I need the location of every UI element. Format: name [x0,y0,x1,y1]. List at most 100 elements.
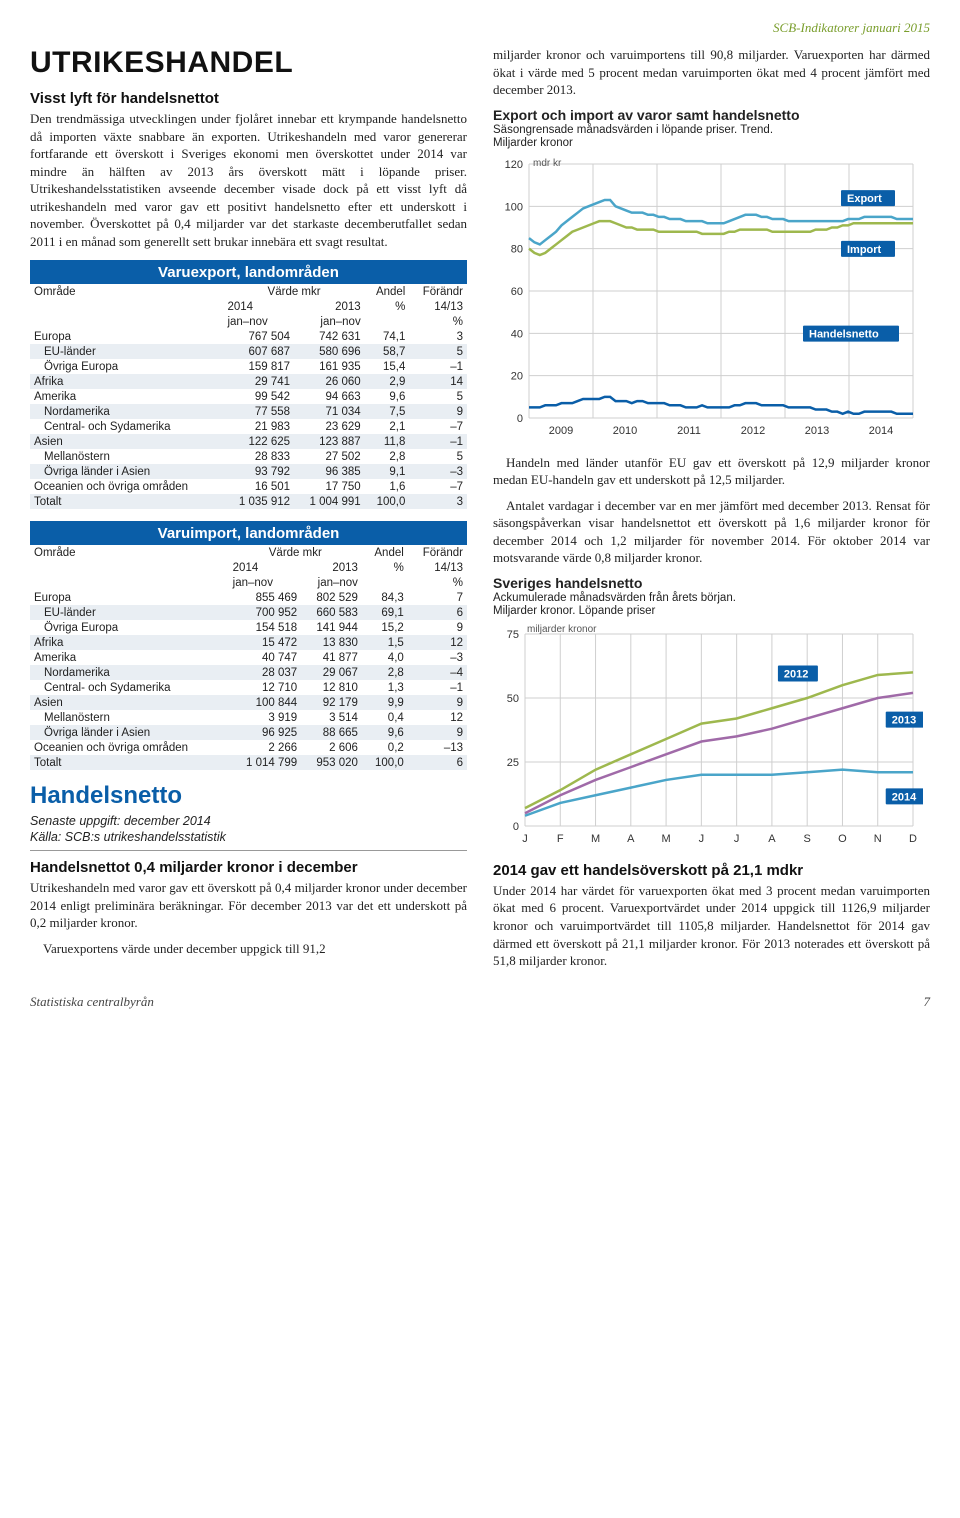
th-pct2: % [408,575,467,590]
table-row: Europa767 504742 63174,13 [30,329,467,344]
th-2013: 2013 [294,299,365,314]
th-jannov2: jan–nov [301,575,362,590]
th-2013: 2013 [301,560,362,575]
svg-text:M: M [591,833,600,845]
table-row: Totalt1 035 9121 004 991100,03 [30,494,467,509]
chart-export-import-netto: Export och import av varor samt handelsn… [493,107,930,444]
svg-text:J: J [522,833,528,845]
svg-text:Handelsnetto: Handelsnetto [809,328,879,340]
svg-text:120: 120 [505,159,523,171]
table-row: Central- och Sydamerika21 98323 6292,1–7 [30,419,467,434]
handelsnetto-body2: Varuexportens värde under december uppgi… [30,940,467,958]
th-jannov1: jan–nov [229,575,302,590]
chart1-svg: 020406080100120200920102011201220132014m… [493,150,923,440]
meta-latest: Senaste uppgift: december 2014 [30,814,467,828]
table-import-grid: Område Värde mkr Andel Förändr 2014 2013… [30,545,467,770]
th-change: Förändr [408,545,467,560]
right-after-chart1: Handeln med länder utanför EU gav ett öv… [493,454,930,489]
table-row: Amerika99 54294 6639,65 [30,389,467,404]
handelsnetto-subheading: Handelsnettot 0,4 miljarder kronor i dec… [30,859,467,876]
th-2014: 2014 [229,560,302,575]
svg-text:20: 20 [511,370,523,382]
table-row: Afrika29 74126 0602,914 [30,374,467,389]
svg-text:N: N [874,833,882,845]
footer-left: Statistiska centralbyrån [30,994,154,1010]
svg-text:2012: 2012 [741,425,765,437]
table-row: Oceanien och övriga områden16 50117 7501… [30,479,467,494]
table-row: Totalt1 014 799953 020100,06 [30,755,467,770]
table-row: Övriga Europa154 518141 94415,29 [30,620,467,635]
svg-text:40: 40 [511,328,523,340]
th-1413: 14/13 [409,299,467,314]
lede-body: Den trendmässiga utvecklingen under fjol… [30,110,467,250]
svg-text:75: 75 [507,629,519,641]
svg-text:miljarder kronor: miljarder kronor [527,624,597,635]
table-row: Nordamerika77 55871 0347,59 [30,404,467,419]
table-row: Central- och Sydamerika12 71012 8101,3–1 [30,680,467,695]
table-row: Nordamerika28 03729 0672,8–4 [30,665,467,680]
th-pct: % [362,560,408,575]
chart2-subtitle2: Miljarder kronor. Löpande priser [493,605,930,617]
svg-text:Import: Import [847,244,882,256]
table-row: EU-länder607 687580 69658,75 [30,344,467,359]
handelsnetto-title: Handelsnetto [30,782,467,810]
meta-source: Källa: SCB:s utrikeshandelsstatistik [30,830,467,844]
th-jannov2: jan–nov [294,314,365,329]
table-row: Oceanien och övriga områden2 2662 6060,2… [30,740,467,755]
chart1-subtitle: Säsongrensade månadsvärden i löpande pri… [493,124,930,136]
table-row: Europa855 469802 52984,37 [30,590,467,605]
table-import: Varuimport, landområden Område Värde mkr… [30,521,467,770]
svg-text:S: S [804,833,811,845]
svg-text:0: 0 [513,821,519,833]
table-row: Övriga Europa159 817161 93515,4–1 [30,359,467,374]
svg-text:80: 80 [511,243,523,255]
th-pct: % [365,299,410,314]
table-export: Varuexport, landområden Område Värde mkr… [30,260,467,509]
handelsnetto-body: Utrikeshandeln med varor gav ett översko… [30,879,467,932]
svg-text:mdr kr: mdr kr [533,158,562,169]
svg-text:2013: 2013 [805,425,829,437]
svg-text:2013: 2013 [892,715,916,727]
th-share: Andel [365,284,410,299]
th-share: Andel [362,545,408,560]
svg-text:Export: Export [847,193,882,205]
th-blank [362,575,408,590]
sub2014-heading: 2014 gav ett handelsöverskott på 21,1 md… [493,862,930,879]
svg-text:2009: 2009 [549,425,573,437]
chart2-svg: 0255075JFMAMJJASONDmiljarder kronor20122… [493,618,923,848]
chart-handelsnetto-cumulative: Sveriges handelsnetto Ackumulerade månad… [493,575,930,852]
chart2-subtitle1: Ackumulerade månadsvärden från årets bör… [493,592,930,604]
svg-text:2014: 2014 [892,791,917,803]
svg-text:25: 25 [507,757,519,769]
chart1-title: Export och import av varor samt handelsn… [493,107,930,123]
footer-right: 7 [924,994,931,1010]
svg-text:A: A [627,833,635,845]
table-export-title: Varuexport, landområden [30,260,467,284]
svg-text:2011: 2011 [677,425,701,437]
table-export-grid: Område Värde mkr Andel Förändr 2014 2013… [30,284,467,509]
table-row: Amerika40 74741 8774,0–3 [30,650,467,665]
th-2014: 2014 [223,299,294,314]
svg-text:2012: 2012 [784,668,808,680]
th-1413: 14/13 [408,560,467,575]
table-row: EU-länder700 952660 58369,16 [30,605,467,620]
svg-text:J: J [734,833,740,845]
right-column: miljarder kronor och varuimportens till … [493,46,930,978]
lede-heading: Visst lyft för handelsnettot [30,90,467,107]
page-title: UTRIKESHANDEL [30,46,467,80]
page-footer: Statistiska centralbyrån 7 [30,994,930,1010]
th-region: Område [30,284,223,329]
svg-text:0: 0 [517,413,523,425]
svg-text:D: D [909,833,917,845]
table-row: Afrika15 47213 8301,512 [30,635,467,650]
table-row: Övriga länder i Asien96 92588 6659,69 [30,725,467,740]
right-intro: miljarder kronor och varuimportens till … [493,46,930,99]
chart1-unit: Miljarder kronor [493,137,930,149]
svg-text:O: O [838,833,847,845]
th-pct2: % [409,314,467,329]
th-value: Värde mkr [229,545,362,560]
table-import-title: Varuimport, landområden [30,521,467,545]
svg-text:100: 100 [505,201,523,213]
svg-text:50: 50 [507,693,519,705]
svg-text:J: J [699,833,705,845]
